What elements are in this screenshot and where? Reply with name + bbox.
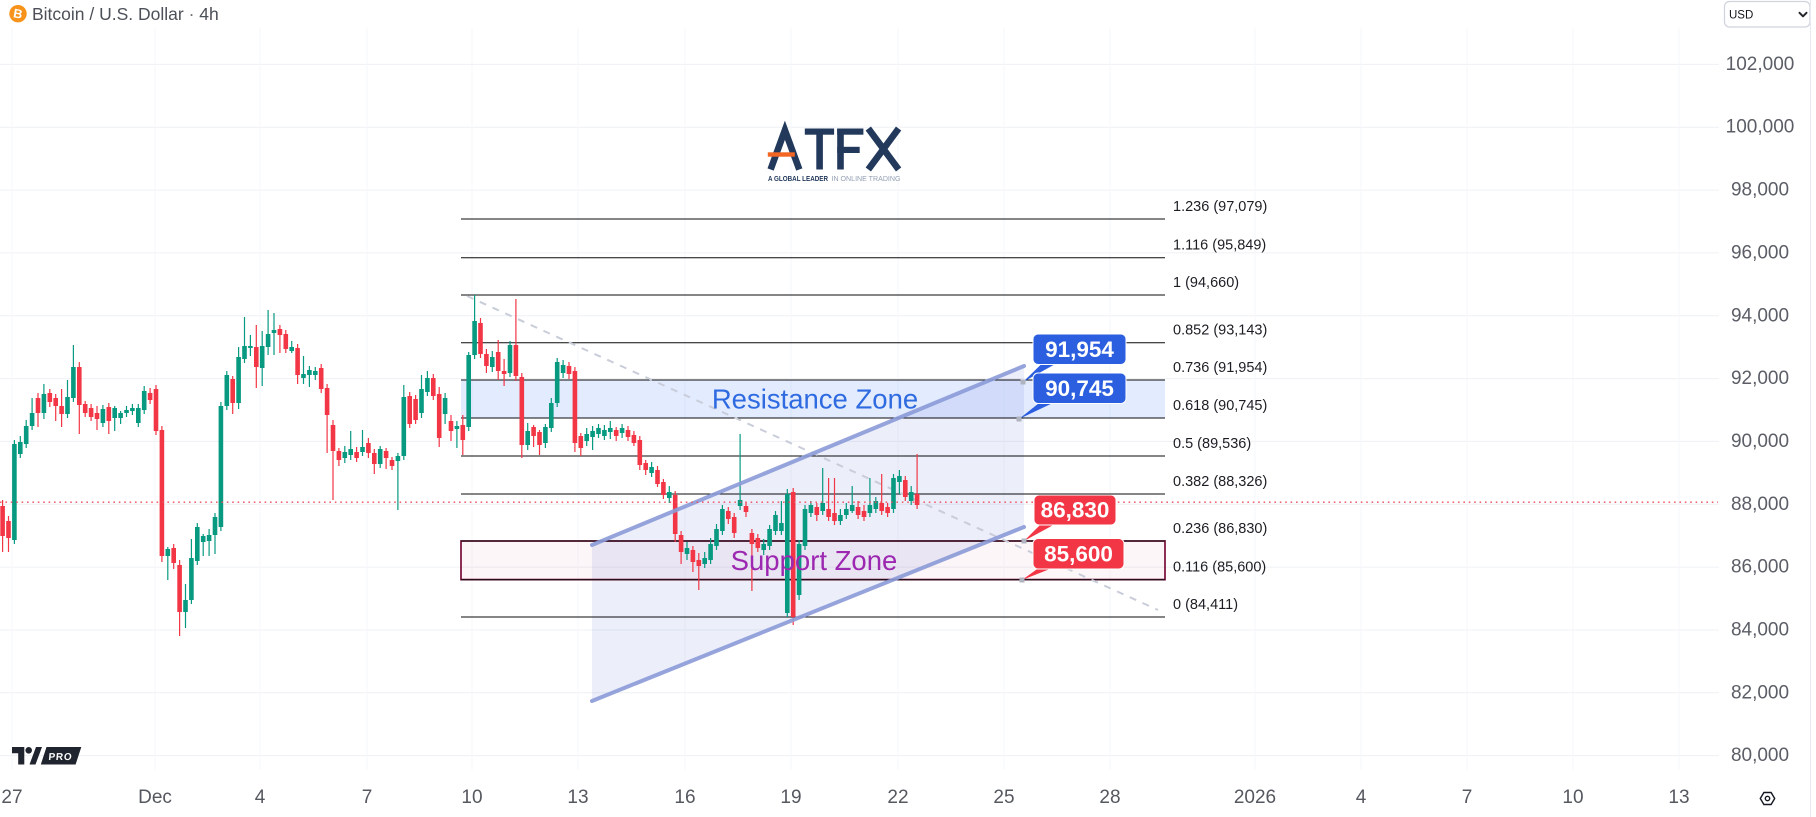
svg-text:4: 4 <box>1356 787 1367 808</box>
svg-text:94,000: 94,000 <box>1731 305 1789 326</box>
svg-text:4: 4 <box>255 787 266 808</box>
svg-text:1 (94,660): 1 (94,660) <box>1173 275 1239 291</box>
svg-text:7: 7 <box>362 787 373 808</box>
svg-text:A GLOBAL LEADER: A GLOBAL LEADER <box>768 174 829 183</box>
svg-text:0.236 (86,830): 0.236 (86,830) <box>1173 521 1267 537</box>
svg-text:82,000: 82,000 <box>1731 682 1789 703</box>
svg-text:Bitcoin / U.S. Dollar · 4h: Bitcoin / U.S. Dollar · 4h <box>32 4 219 24</box>
svg-text:10: 10 <box>1562 787 1583 808</box>
svg-text:85,600: 85,600 <box>1044 541 1113 566</box>
svg-text:10: 10 <box>461 787 482 808</box>
svg-text:0.736 (91,954): 0.736 (91,954) <box>1173 360 1267 376</box>
svg-text:0.852 (93,143): 0.852 (93,143) <box>1173 323 1267 339</box>
svg-text:2026: 2026 <box>1234 787 1276 808</box>
svg-text:1.116 (95,849): 1.116 (95,849) <box>1173 238 1266 254</box>
svg-text:88,000: 88,000 <box>1731 494 1789 515</box>
svg-text:1.236 (97,079): 1.236 (97,079) <box>1173 199 1267 215</box>
svg-text:80,000: 80,000 <box>1731 745 1789 766</box>
svg-text:25: 25 <box>993 787 1014 808</box>
svg-text:Support Zone: Support Zone <box>731 545 898 576</box>
svg-text:102,000: 102,000 <box>1726 54 1795 75</box>
svg-text:84,000: 84,000 <box>1731 620 1789 641</box>
svg-text:90,000: 90,000 <box>1731 431 1789 452</box>
svg-text:16: 16 <box>674 787 695 808</box>
svg-text:19: 19 <box>780 787 801 808</box>
svg-text:27: 27 <box>1 787 22 808</box>
svg-text:IN ONLINE TRADING: IN ONLINE TRADING <box>832 174 901 183</box>
svg-text:13: 13 <box>1668 787 1689 808</box>
svg-text:22: 22 <box>887 787 908 808</box>
svg-text:86,000: 86,000 <box>1731 557 1789 578</box>
svg-text:PRO: PRO <box>48 752 73 763</box>
svg-text:100,000: 100,000 <box>1726 117 1795 138</box>
svg-text:28: 28 <box>1099 787 1120 808</box>
svg-text:7: 7 <box>1462 787 1473 808</box>
svg-text:0.5 (89,536): 0.5 (89,536) <box>1173 436 1251 452</box>
svg-text:0 (84,411): 0 (84,411) <box>1173 597 1238 613</box>
svg-text:0.382 (88,326): 0.382 (88,326) <box>1173 474 1267 490</box>
svg-text:0.116 (85,600): 0.116 (85,600) <box>1173 560 1266 576</box>
svg-text:Dec: Dec <box>138 787 172 808</box>
svg-text:91,954: 91,954 <box>1045 337 1114 362</box>
svg-text:98,000: 98,000 <box>1731 180 1789 201</box>
svg-text:96,000: 96,000 <box>1731 242 1789 263</box>
svg-text:0.618 (90,745): 0.618 (90,745) <box>1173 398 1267 414</box>
svg-text:86,830: 86,830 <box>1041 498 1110 523</box>
svg-text:USD: USD <box>1729 10 1753 22</box>
svg-text:92,000: 92,000 <box>1731 368 1789 389</box>
svg-text:90,745: 90,745 <box>1045 376 1114 401</box>
svg-text:B: B <box>12 6 23 21</box>
svg-text:13: 13 <box>567 787 588 808</box>
svg-text:Resistance Zone: Resistance Zone <box>712 384 918 415</box>
